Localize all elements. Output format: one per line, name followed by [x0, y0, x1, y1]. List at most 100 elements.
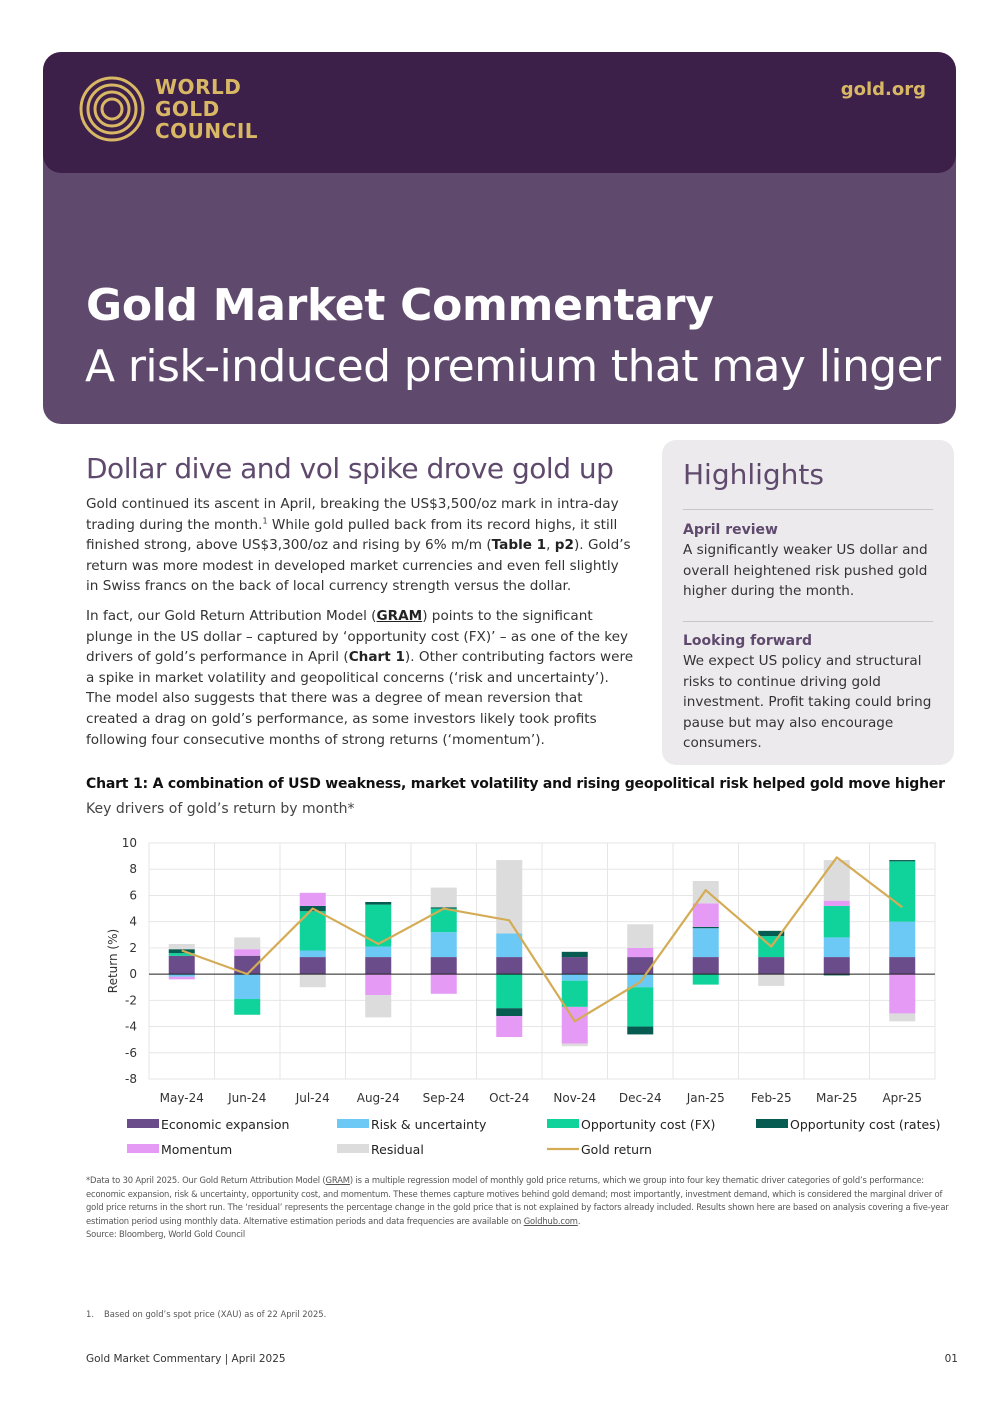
- logo-line: GOLD: [155, 97, 220, 121]
- bar-segment: [430, 932, 457, 958]
- bar-segment: [234, 949, 261, 956]
- bar-segment: [234, 974, 261, 1000]
- x-tick-label: Dec-24: [619, 1091, 662, 1105]
- x-tick-label: Sep-24: [423, 1091, 465, 1105]
- bar-segment: [496, 957, 523, 975]
- y-tick-label: 6: [129, 888, 137, 902]
- logo-line: COUNCIL: [155, 119, 259, 143]
- x-tick-label: Nov-24: [553, 1091, 596, 1105]
- legend-label: Economic expansion: [161, 1117, 289, 1132]
- divider: [683, 621, 933, 622]
- x-tick-label: Oct-24: [489, 1091, 529, 1105]
- legend-label: Gold return: [581, 1142, 652, 1157]
- legend-swatch: [127, 1119, 159, 1128]
- source-note: Source: Bloomberg, World Gold Council: [86, 1229, 246, 1239]
- bar-segment: [299, 974, 326, 988]
- bar-segment: [299, 957, 326, 975]
- legend-label: Opportunity cost (FX): [581, 1117, 715, 1132]
- y-tick-label: -6: [125, 1046, 137, 1060]
- bar-segment: [692, 881, 719, 904]
- header-banner: WORLD GOLD COUNCIL gold.org Gold Market …: [43, 52, 956, 424]
- x-tick-label: Mar-25: [816, 1091, 857, 1105]
- legend-swatch: [337, 1144, 369, 1153]
- section-title: Dollar dive and vol spike drove gold up: [86, 452, 614, 485]
- gram-link[interactable]: GRAM: [325, 1175, 350, 1185]
- legend-swatch: [756, 1119, 788, 1128]
- bar-segment: [168, 943, 195, 950]
- bar-segment: [627, 924, 654, 948]
- bar-segment: [561, 974, 588, 981]
- goldhub-link[interactable]: Goldhub.com: [523, 1215, 578, 1226]
- wgc-logo[interactable]: WORLD GOLD COUNCIL: [79, 76, 258, 142]
- y-tick-label: 2: [129, 941, 137, 955]
- legend-label: Risk & uncertainty: [371, 1117, 487, 1132]
- bar-segment: [561, 1043, 588, 1047]
- y-tick-label: -4: [125, 1020, 137, 1034]
- site-link[interactable]: gold.org: [840, 79, 926, 100]
- footer-page-number: 01: [944, 1353, 958, 1365]
- text: ) is a multiple regression model of mont…: [86, 1175, 949, 1226]
- bar-segment: [234, 937, 261, 950]
- bar-segment: [299, 950, 326, 958]
- x-tick-label: Feb-25: [751, 1091, 792, 1105]
- bar-segment: [365, 946, 392, 958]
- bar-segment: [889, 974, 916, 1014]
- logo-rings-icon: [79, 76, 145, 142]
- highlight-body: A significantly weaker US dollar and ove…: [683, 542, 928, 600]
- bar-segment: [561, 980, 588, 1007]
- bar-segment: [561, 957, 588, 975]
- body-paragraph-2: In fact, our Gold Return Attribution Mod…: [86, 606, 634, 750]
- page-title: Gold Market Commentary: [86, 280, 714, 331]
- y-tick-label: 10: [122, 836, 137, 850]
- x-tick-label: Jan-25: [686, 1091, 725, 1105]
- bar-segment: [234, 999, 261, 1015]
- footnote-1: 1. Based on gold’s spot price (XAU) as of…: [86, 1309, 326, 1319]
- legend-swatch: [127, 1144, 159, 1153]
- bar-segment: [365, 957, 392, 975]
- bar-segment: [496, 860, 523, 934]
- bar-segment: [627, 957, 654, 975]
- bar-segment: [168, 953, 195, 956]
- bar-segment: [823, 905, 850, 938]
- highlight-body: We expect US policy and structural risks…: [683, 653, 932, 752]
- footnote-text: Based on gold’s spot price (XAU) as of 2…: [104, 1309, 327, 1319]
- bar-segment: [496, 1016, 523, 1038]
- bar-segment: [889, 861, 916, 922]
- legend-swatch: [547, 1119, 579, 1128]
- chart-footnote: *Data to 30 April 2025. Our Gold Return …: [86, 1174, 956, 1242]
- chart-title: Chart 1: A combination of USD weakness, …: [86, 776, 945, 792]
- legend-swatch: [337, 1119, 369, 1128]
- legend-label: Residual: [371, 1142, 424, 1157]
- footnote-number: 1.: [86, 1309, 94, 1319]
- x-tick-label: Jul-24: [295, 1091, 330, 1105]
- bar-segment: [758, 930, 785, 937]
- bar-segment: [561, 951, 588, 958]
- bar-segment: [299, 892, 326, 906]
- x-tick-label: Apr-25: [882, 1091, 922, 1105]
- gold-return-line: [181, 856, 903, 1023]
- y-tick-label: -2: [125, 993, 137, 1007]
- footer-publication: Gold Market Commentary | April 2025: [86, 1353, 286, 1365]
- bar-segment: [889, 957, 916, 975]
- text: ) points to the significant plunge in th…: [86, 608, 629, 666]
- bar-segment: [758, 974, 785, 986]
- chart-ref-link[interactable]: Chart 1: [348, 649, 405, 666]
- bar-segment: [823, 957, 850, 975]
- text: .: [577, 1215, 581, 1226]
- bar-segment: [430, 908, 457, 933]
- gram-link[interactable]: GRAM: [376, 608, 423, 624]
- text: ,: [546, 537, 555, 554]
- text: Gold continued its ascent in April, brea…: [86, 496, 619, 533]
- bar-segment: [627, 987, 654, 1027]
- bar-segment: [430, 957, 457, 975]
- y-tick-label: 8: [129, 862, 137, 876]
- x-tick-label: May-24: [160, 1091, 204, 1105]
- text: While gold pulled back from its record h…: [86, 516, 618, 554]
- page-ref-link[interactable]: p2: [554, 537, 574, 554]
- table-ref-link[interactable]: Table 1: [491, 537, 547, 554]
- bar-segment: [234, 955, 261, 975]
- bar-segment: [889, 860, 916, 862]
- highlight-heading: Looking forward: [683, 633, 813, 649]
- text: ). Gold’s return was more modest in deve…: [86, 537, 631, 595]
- footnote-ref[interactable]: 1: [262, 516, 268, 526]
